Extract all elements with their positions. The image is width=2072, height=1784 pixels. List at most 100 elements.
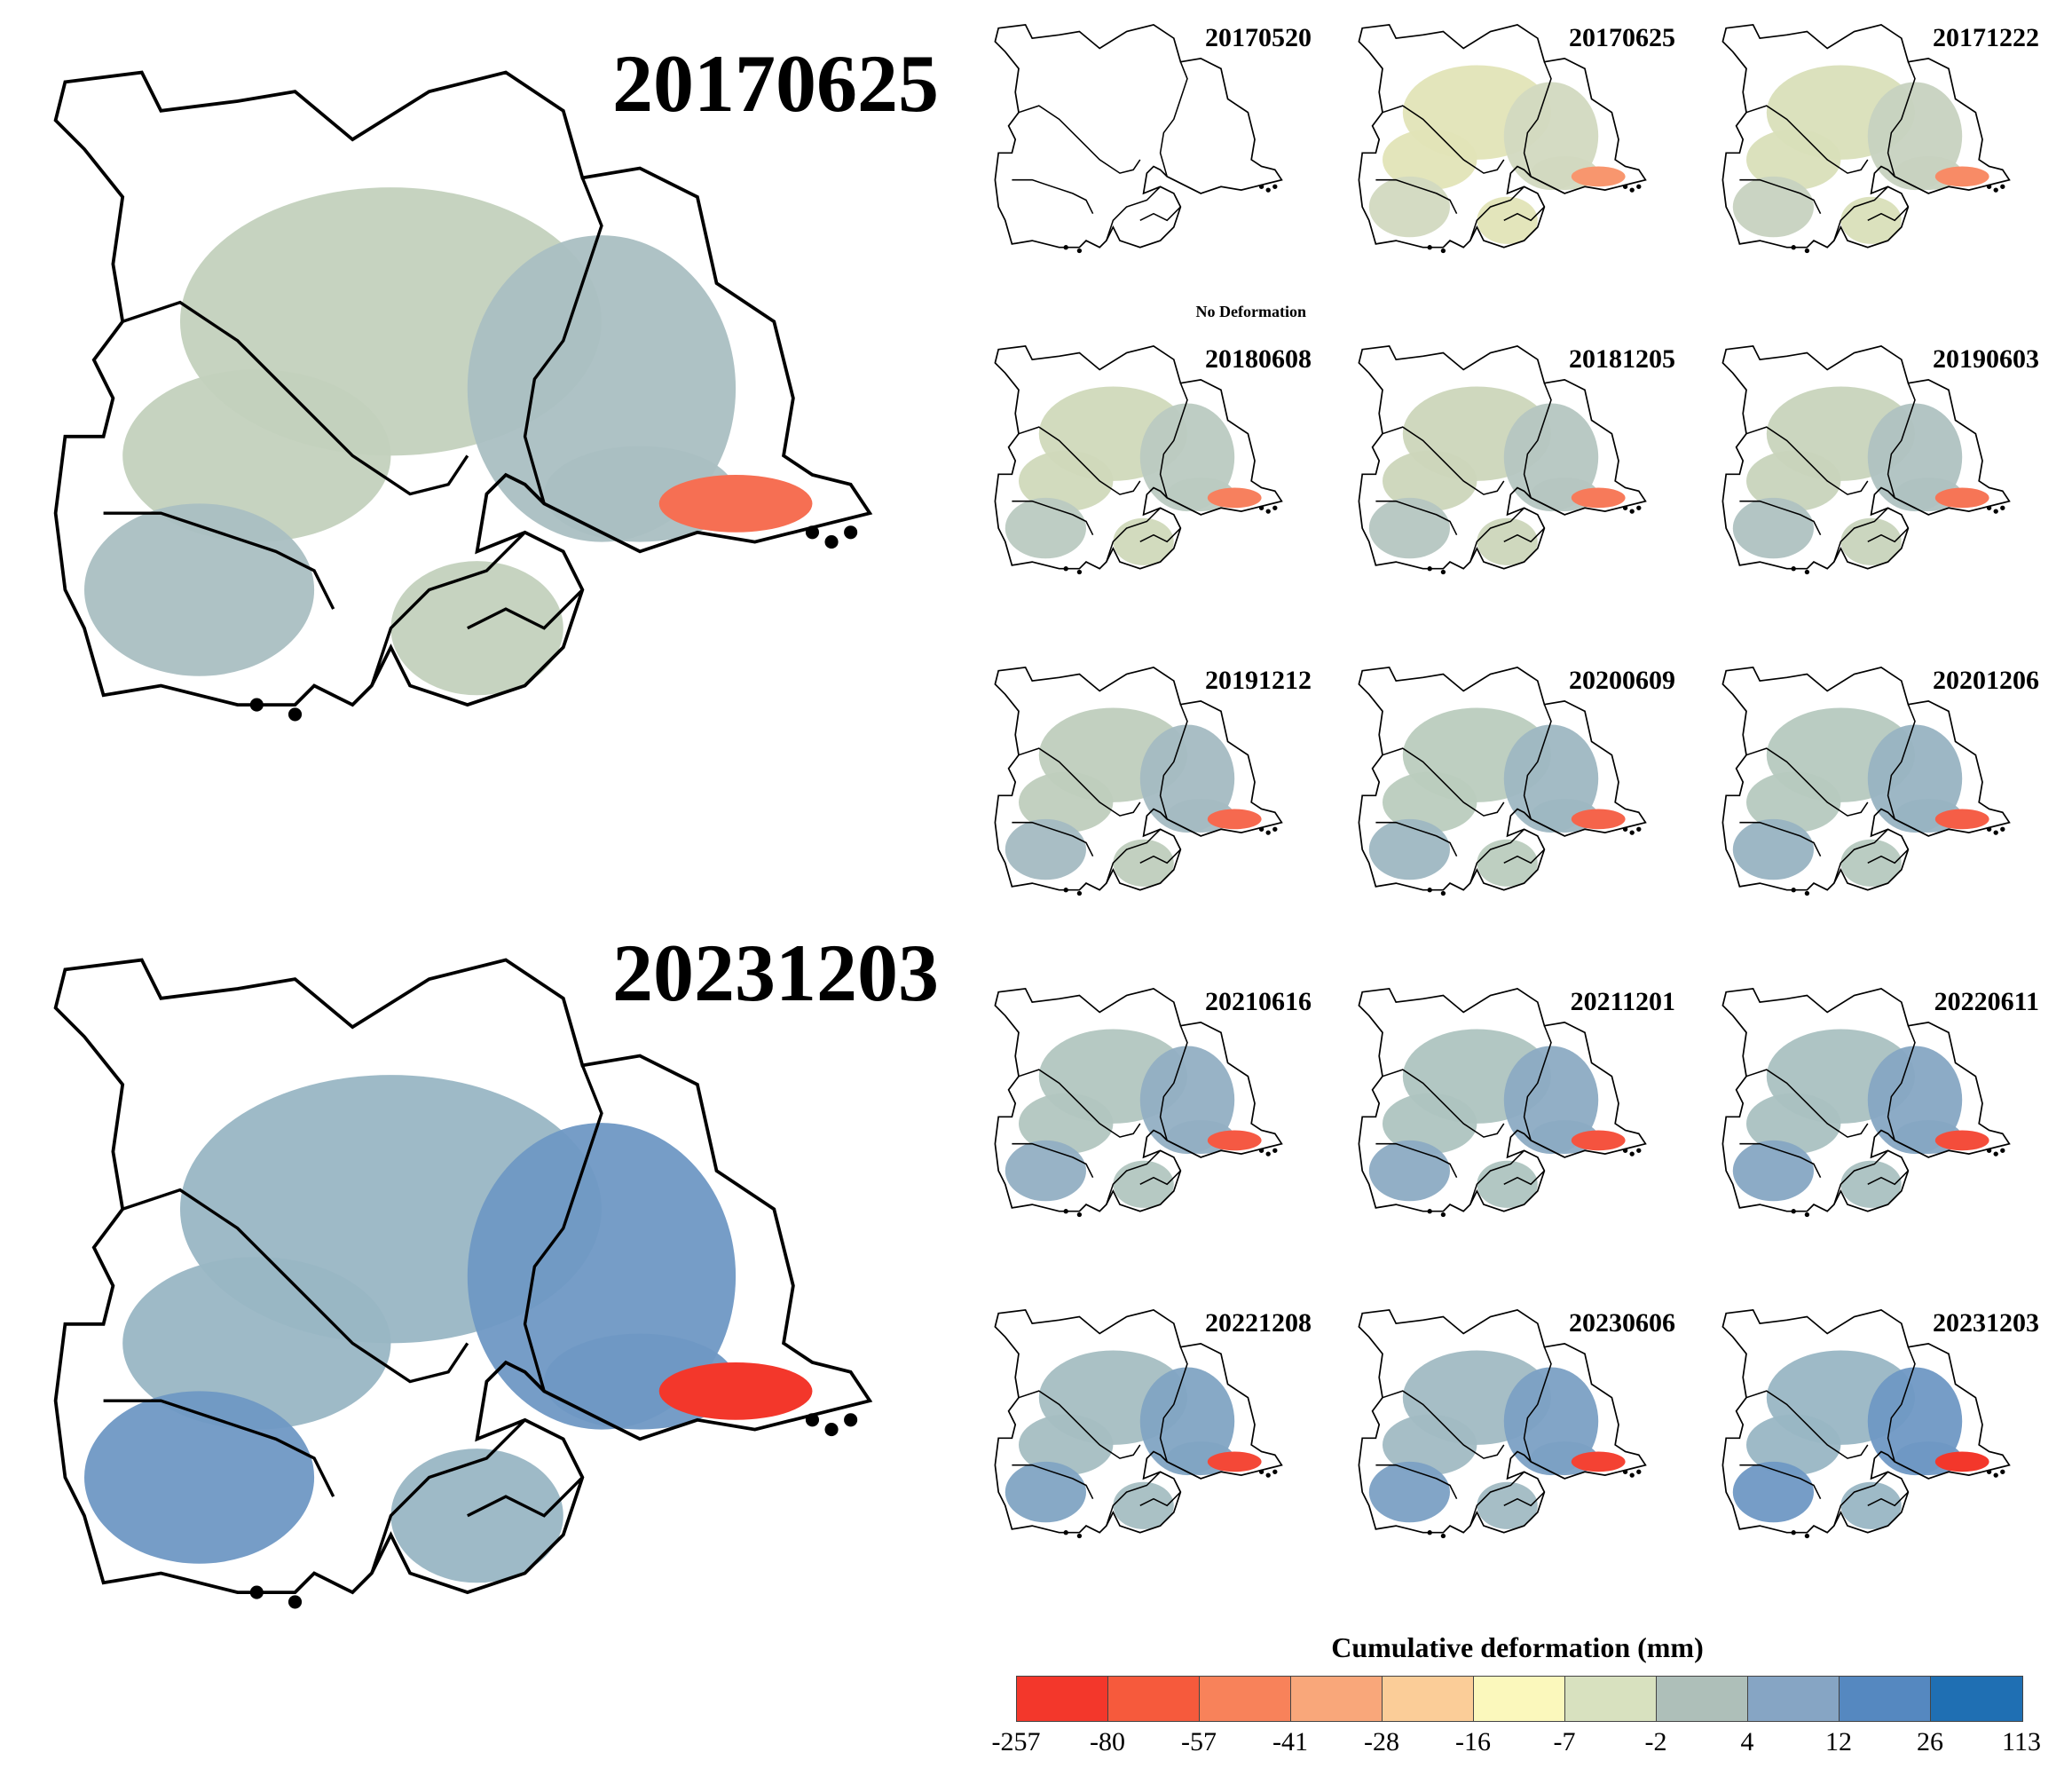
deformation-field-patch bbox=[1732, 497, 1814, 559]
map-panel: 20200609 bbox=[1349, 660, 1686, 971]
district-boundary bbox=[1012, 1464, 1094, 1500]
district-boundary bbox=[370, 531, 526, 687]
panel-date: 20231203 bbox=[1933, 1308, 2039, 1338]
subsidence-hotspot bbox=[1934, 487, 1989, 509]
island bbox=[1272, 826, 1278, 832]
large-map-1 bbox=[53, 70, 873, 722]
district-boundary bbox=[1139, 1491, 1181, 1507]
deformation-field-patch bbox=[1732, 1140, 1814, 1202]
district-boundary bbox=[1382, 1390, 1505, 1459]
island bbox=[805, 525, 820, 540]
legend-title: Cumulative deformation (mm) bbox=[1331, 1631, 1704, 1663]
deformation-field-patch bbox=[1113, 1160, 1174, 1208]
panel-date: 20170520 bbox=[1205, 23, 1312, 52]
map-panel: 20180608 bbox=[985, 339, 1322, 650]
island bbox=[2000, 1469, 2005, 1474]
district-boundary bbox=[467, 588, 584, 630]
legend-tick-label: 4 bbox=[1740, 1727, 1754, 1756]
district-boundary bbox=[1139, 527, 1181, 543]
district-boundary bbox=[1739, 500, 1822, 536]
subsidence-hotspot bbox=[658, 475, 813, 533]
panel-map bbox=[1358, 987, 1647, 1218]
subsidence-hotspot bbox=[1934, 1451, 1989, 1472]
map-panel: 20210616 bbox=[985, 982, 1322, 1292]
panel-map bbox=[994, 23, 1283, 254]
region-boundary bbox=[1358, 666, 1647, 891]
district-boundary bbox=[1375, 178, 1458, 215]
legend-tick-label: -7 bbox=[1553, 1727, 1576, 1756]
island bbox=[1076, 890, 1083, 896]
island bbox=[1272, 505, 1278, 510]
district-boundary bbox=[1833, 507, 1889, 563]
district-boundary bbox=[1018, 747, 1141, 817]
district-boundary bbox=[1887, 1025, 1916, 1141]
district-boundary bbox=[1159, 383, 1188, 499]
district-boundary bbox=[103, 1399, 335, 1497]
district-boundary bbox=[1503, 206, 1545, 222]
deformation-field-patch bbox=[390, 561, 563, 696]
panel-date: 20221208 bbox=[1205, 1308, 1312, 1338]
deformation-field-patch bbox=[1383, 771, 1477, 833]
island bbox=[2000, 826, 2005, 832]
map-panel: 20191212 bbox=[985, 660, 1322, 971]
deformation-field-patch bbox=[1383, 129, 1477, 191]
district-boundary bbox=[1159, 1025, 1188, 1141]
region-boundary bbox=[53, 958, 873, 1595]
deformation-field-patch bbox=[1840, 839, 1902, 887]
district-boundary bbox=[1469, 507, 1525, 563]
deformation-field-patch bbox=[122, 1257, 391, 1430]
island bbox=[1427, 1530, 1432, 1535]
panel-date: 20201206 bbox=[1933, 666, 2039, 695]
island bbox=[1427, 245, 1432, 250]
island bbox=[1636, 826, 1642, 832]
legend-tick-label: -2 bbox=[1644, 1727, 1667, 1756]
map-panel: 20170520 No Deformation bbox=[985, 18, 1322, 328]
district-boundary bbox=[523, 1064, 603, 1392]
panel-map bbox=[994, 987, 1283, 1218]
panel-date: 20210616 bbox=[1205, 987, 1312, 1016]
map-panel: 20231203 bbox=[1713, 1303, 2050, 1614]
island bbox=[2000, 505, 2005, 510]
legend-swatch bbox=[1657, 1677, 1748, 1721]
district-boundary bbox=[1503, 1170, 1545, 1186]
island bbox=[1804, 1212, 1810, 1218]
region-boundary bbox=[994, 987, 1283, 1212]
island bbox=[1804, 569, 1810, 575]
panel-date: 20181205 bbox=[1569, 344, 1675, 374]
region-boundary bbox=[53, 70, 873, 707]
deformation-field-patch bbox=[1004, 1461, 1086, 1523]
island bbox=[1804, 890, 1810, 896]
deformation-field-patch bbox=[1477, 517, 1538, 565]
island bbox=[1622, 505, 1628, 510]
map-panel: 20181205 bbox=[1349, 339, 1686, 650]
district-boundary bbox=[1469, 1149, 1525, 1205]
panel-map bbox=[1721, 344, 2011, 575]
legend-tick-label: -16 bbox=[1455, 1727, 1491, 1756]
deformation-field-patch bbox=[122, 369, 391, 542]
panel-date: 20191212 bbox=[1205, 666, 1312, 695]
legend-tick-label: -80 bbox=[1090, 1727, 1125, 1756]
region-boundary bbox=[1721, 344, 2011, 570]
district-boundary bbox=[467, 1476, 584, 1518]
panel-note: No Deformation bbox=[1195, 303, 1306, 320]
district-boundary bbox=[1469, 828, 1525, 884]
district-boundary bbox=[1523, 1346, 1552, 1463]
deformation-field-patch bbox=[1383, 1093, 1477, 1155]
map-panel: 20201206 bbox=[1713, 660, 2050, 971]
island bbox=[1791, 888, 1796, 893]
region-boundary bbox=[1358, 1308, 1647, 1534]
island bbox=[1427, 1209, 1432, 1214]
island bbox=[1993, 187, 1998, 193]
district-boundary bbox=[1523, 61, 1552, 178]
island bbox=[1076, 569, 1083, 575]
panel-map bbox=[1721, 666, 2011, 896]
large-map-2 bbox=[53, 958, 873, 1609]
island bbox=[1440, 569, 1446, 575]
legend-swatch bbox=[1474, 1677, 1565, 1721]
island bbox=[1440, 1212, 1446, 1218]
island bbox=[1427, 566, 1432, 572]
deformation-field-patch bbox=[1019, 450, 1114, 512]
legend-swatch bbox=[1017, 1677, 1108, 1721]
island bbox=[1258, 184, 1264, 189]
panel-map bbox=[1721, 987, 2011, 1218]
